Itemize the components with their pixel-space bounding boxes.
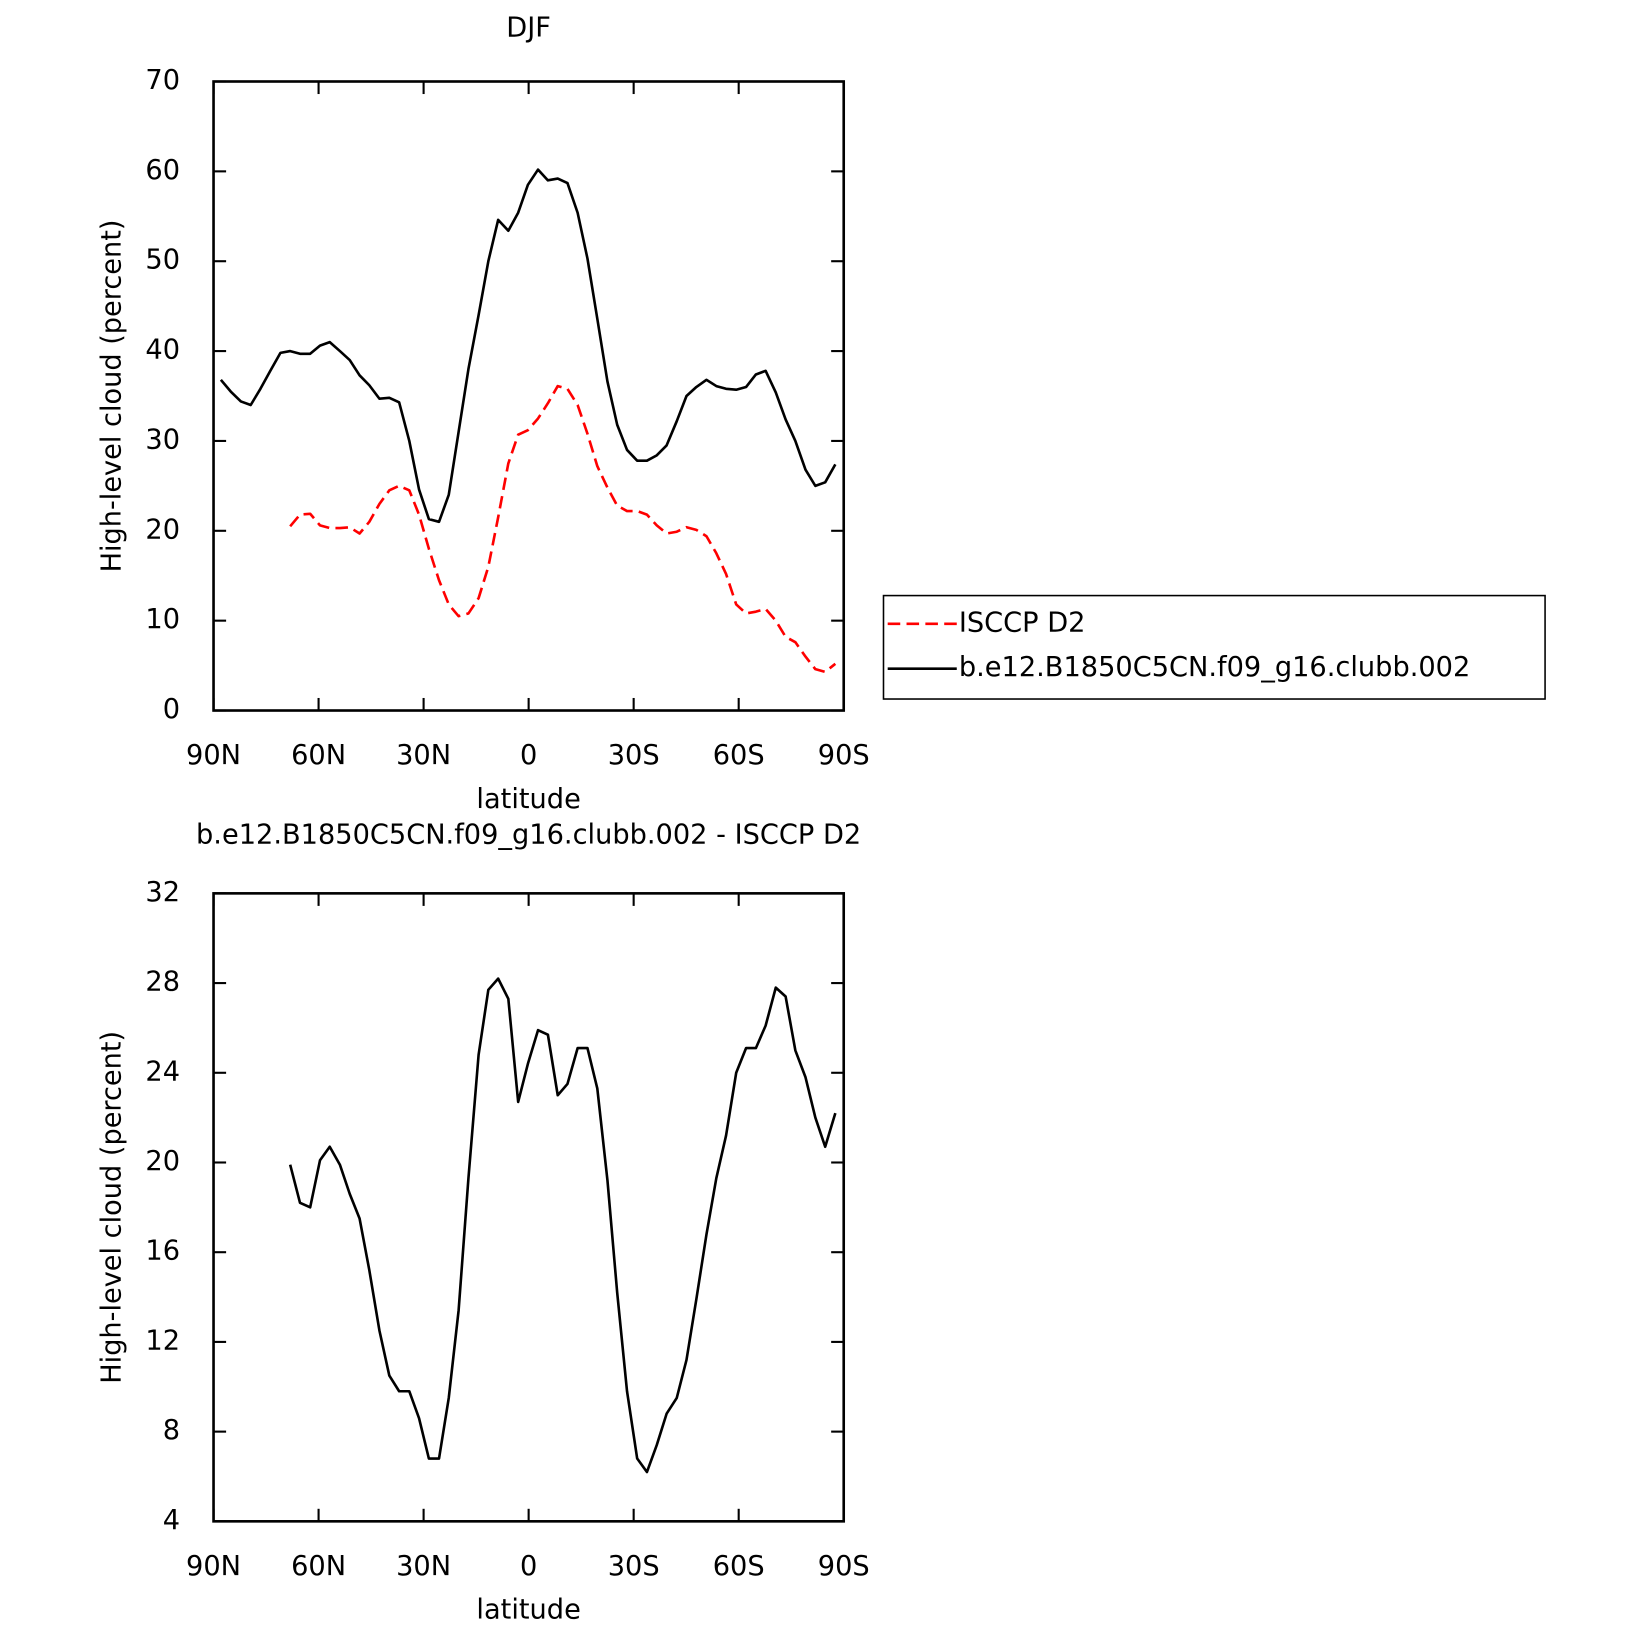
plot-frame — [212, 80, 846, 712]
x-tick-label: 90S — [818, 1551, 870, 1582]
x-tick-label: 90N — [186, 740, 241, 771]
chart-title: DJF — [506, 13, 551, 44]
x-tick-label: 30S — [608, 1551, 660, 1582]
y-tick-label: 4 — [163, 1505, 180, 1536]
series-line — [219, 168, 837, 524]
x-tick-label: 0 — [520, 1551, 537, 1582]
y-tick-label: 20 — [145, 1146, 180, 1177]
y-tick-label: 8 — [163, 1415, 180, 1446]
y-tick-label: 60 — [145, 155, 180, 186]
x-tick-label: 60S — [713, 1551, 765, 1582]
series-line — [289, 384, 837, 674]
x-tick-label: 30S — [608, 740, 660, 771]
legend-label: b.e12.B1850C5CN.f09_g16.clubb.002 — [959, 652, 1470, 683]
x-axis-label: latitude — [476, 784, 580, 815]
y-tick-label: 24 — [145, 1056, 180, 1087]
y-tick-label: 40 — [145, 335, 180, 366]
x-tick-label: 90N — [186, 1551, 241, 1582]
legend-box — [882, 594, 1546, 700]
y-tick-label: 16 — [145, 1236, 180, 1267]
chart-title: b.e12.B1850C5CN.f09_g16.clubb.002 - ISCC… — [196, 819, 861, 850]
x-tick-label: 0 — [520, 740, 537, 771]
x-tick-label: 90S — [818, 740, 870, 771]
x-tick-label: 30N — [396, 1551, 451, 1582]
series-line — [288, 977, 837, 1474]
y-tick-label: 28 — [145, 967, 180, 998]
plot-frame — [212, 892, 846, 1523]
legend-label: ISCCP D2 — [959, 607, 1086, 638]
y-tick-label: 10 — [145, 604, 180, 635]
y-tick-label: 0 — [163, 694, 180, 725]
y-tick-label: 70 — [145, 65, 180, 96]
x-tick-label: 30N — [396, 740, 451, 771]
y-axis-label: High-level cloud (percent) — [97, 1031, 128, 1384]
x-axis-label: latitude — [476, 1595, 580, 1626]
y-tick-label: 32 — [145, 877, 180, 908]
y-tick-label: 12 — [145, 1325, 180, 1356]
y-tick-label: 20 — [145, 514, 180, 545]
y-tick-label: 30 — [145, 424, 180, 455]
x-tick-label: 60S — [713, 740, 765, 771]
y-axis-label: High-level cloud (percent) — [97, 220, 128, 573]
y-tick-label: 50 — [145, 245, 180, 276]
x-tick-label: 60N — [291, 1551, 346, 1582]
x-tick-label: 60N — [291, 740, 346, 771]
